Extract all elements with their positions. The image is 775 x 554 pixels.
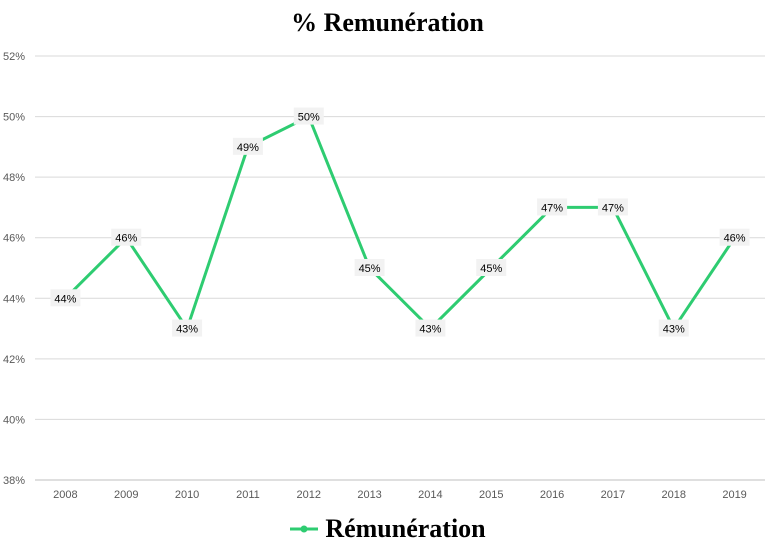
y-tick-label: 46% bbox=[3, 233, 25, 245]
series-line-remuneration bbox=[64, 115, 736, 331]
x-tick-label: 2010 bbox=[175, 489, 199, 501]
data-label-text: 45% bbox=[480, 263, 502, 275]
data-label-text: 43% bbox=[663, 324, 685, 336]
data-label-background bbox=[50, 289, 81, 307]
data-label-background bbox=[658, 319, 689, 337]
legend: Rémunération bbox=[0, 514, 775, 544]
data-label: 47% bbox=[537, 198, 568, 216]
data-label-text: 49% bbox=[237, 142, 259, 154]
data-label-background bbox=[111, 228, 142, 246]
legend-marker-icon bbox=[290, 525, 319, 533]
data-label-text: 43% bbox=[176, 324, 198, 336]
data-label-text: 43% bbox=[419, 324, 441, 336]
chart-title: % Remunération bbox=[291, 8, 484, 37]
x-tick-label: 2011 bbox=[236, 489, 260, 501]
x-tick-label: 2017 bbox=[601, 489, 625, 501]
data-label: 45% bbox=[476, 259, 507, 276]
y-tick-label: 40% bbox=[3, 414, 25, 426]
data-label-background bbox=[293, 107, 324, 125]
data-label-text: 47% bbox=[602, 202, 624, 214]
data-label-text: 50% bbox=[298, 112, 320, 124]
y-tick-label: 38% bbox=[3, 475, 25, 487]
data-label-background bbox=[719, 228, 750, 246]
data-label: 43% bbox=[172, 319, 203, 337]
x-tick-label: 2014 bbox=[418, 489, 442, 501]
y-axis-ticks: 38% 40% 42% 44% 46% 48% 50% 52% bbox=[3, 51, 25, 487]
data-label: 50% bbox=[293, 107, 324, 125]
data-labels: 44% 46% 43% 49% 50% 45% 43% 45% 47% 47% 43% 46% bbox=[50, 107, 750, 337]
data-label-text: 46% bbox=[724, 233, 746, 245]
data-label-text: 45% bbox=[359, 263, 381, 275]
x-tick-label: 2009 bbox=[114, 489, 138, 501]
gridlines bbox=[35, 55, 765, 481]
data-label-background bbox=[354, 259, 385, 276]
data-label: 43% bbox=[658, 319, 689, 337]
data-label-background bbox=[597, 198, 628, 216]
y-tick-label: 50% bbox=[3, 112, 25, 124]
x-tick-label: 2015 bbox=[479, 489, 503, 501]
x-tick-label: 2016 bbox=[540, 489, 564, 501]
data-label-background bbox=[172, 319, 203, 337]
data-label-text: 44% bbox=[54, 293, 76, 305]
data-label-background bbox=[476, 259, 507, 276]
data-label: 45% bbox=[354, 259, 385, 276]
data-label: 44% bbox=[50, 289, 81, 307]
y-tick-label: 48% bbox=[3, 172, 25, 184]
data-label: 46% bbox=[111, 228, 142, 246]
x-tick-label: 2019 bbox=[722, 489, 746, 501]
data-label-background bbox=[415, 319, 446, 337]
data-label-text: 47% bbox=[541, 202, 563, 214]
data-label-background bbox=[232, 137, 263, 155]
x-axis-ticks: 2008 2009 2010 2011 2012 2013 2014 2015 2016 2017… bbox=[53, 489, 747, 501]
legend-label: Rémunération bbox=[325, 514, 486, 543]
data-label: 47% bbox=[597, 198, 628, 216]
x-tick-label: 2012 bbox=[297, 489, 321, 501]
data-label-background bbox=[537, 198, 568, 216]
data-label: 43% bbox=[415, 319, 446, 337]
y-tick-label: 42% bbox=[3, 354, 25, 366]
x-tick-label: 2013 bbox=[357, 489, 381, 501]
data-label-text: 46% bbox=[115, 233, 137, 245]
data-label: 49% bbox=[232, 137, 263, 155]
x-tick-label: 2008 bbox=[53, 489, 77, 501]
y-tick-label: 52% bbox=[3, 51, 25, 63]
data-label: 46% bbox=[719, 228, 750, 246]
y-tick-label: 44% bbox=[3, 293, 25, 305]
x-tick-label: 2018 bbox=[662, 489, 686, 501]
